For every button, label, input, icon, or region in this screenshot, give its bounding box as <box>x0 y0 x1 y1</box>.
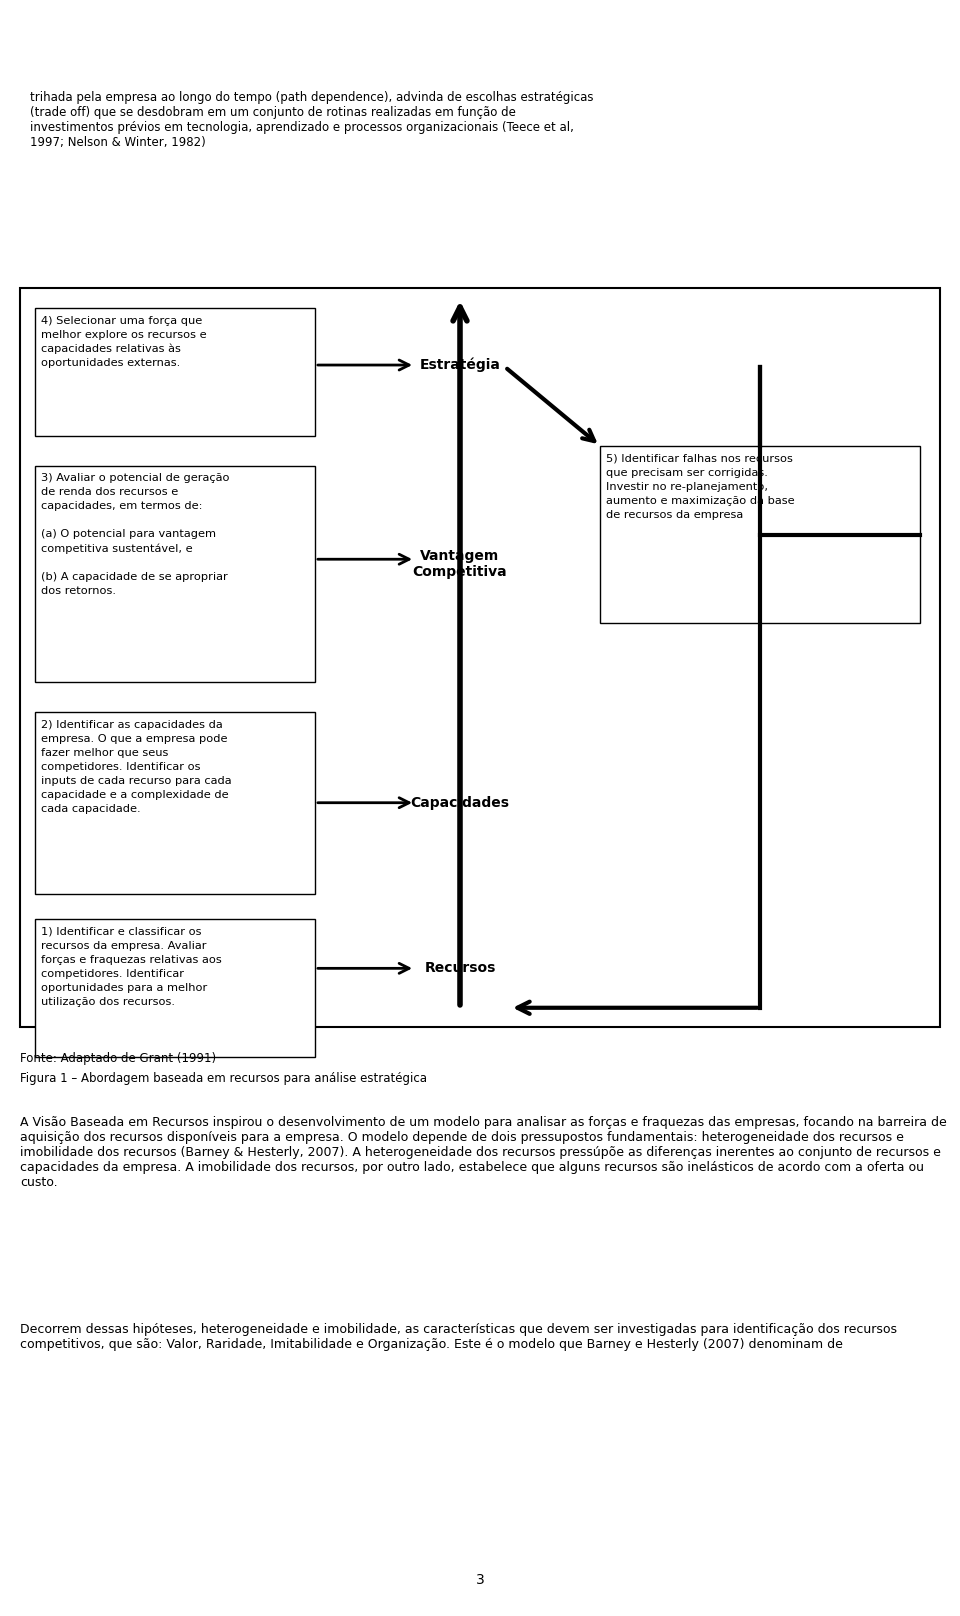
FancyBboxPatch shape <box>35 713 315 894</box>
Text: 4) Selecionar uma força que
melhor explore os recursos e
capacidades relativas à: 4) Selecionar uma força que melhor explo… <box>41 315 206 368</box>
Text: Vantagem
Competitiva: Vantagem Competitiva <box>413 549 507 579</box>
Text: ANPAD: ANPAD <box>5 18 11 44</box>
Text: Recursos: Recursos <box>424 962 495 976</box>
Text: 5) Identificar falhas nos recursos
que precisam ser corrigidas.
Investir no re-p: 5) Identificar falhas nos recursos que p… <box>606 454 795 520</box>
Text: Estratégia: Estratégia <box>420 357 500 372</box>
Text: Capacidades: Capacidades <box>411 795 510 810</box>
FancyBboxPatch shape <box>600 446 920 624</box>
Text: 1) Identificar e classificar os
recursos da empresa. Avaliar
forças e fraquezas : 1) Identificar e classificar os recursos… <box>41 928 222 1007</box>
Text: trihada pela empresa ao longo do tempo (path dependence), advinda de escolhas es: trihada pela empresa ao longo do tempo (… <box>30 90 593 149</box>
Text: Recife / PE - 21 a 23 de junho de 2009: Recife / PE - 21 a 23 de junho de 2009 <box>655 24 920 37</box>
Text: 2) Identificar as capacidades da
empresa. O que a empresa pode
fazer melhor que : 2) Identificar as capacidades da empresa… <box>41 719 231 814</box>
Text: Figura 1 – Abordagem baseada em recursos para análise estratégica: Figura 1 – Abordagem baseada em recursos… <box>20 1071 427 1084</box>
FancyBboxPatch shape <box>35 465 315 682</box>
FancyBboxPatch shape <box>35 309 315 436</box>
Text: 3E: 3E <box>58 13 102 44</box>
Text: IV Encontro de Estudos em Estratégia: IV Encontro de Estudos em Estratégia <box>157 21 572 40</box>
Text: 3) Avaliar o potencial de geração
de renda dos recursos e
capacidades, em termos: 3) Avaliar o potencial de geração de ren… <box>41 473 229 596</box>
Text: 3: 3 <box>475 1572 485 1587</box>
FancyBboxPatch shape <box>20 288 940 1028</box>
Text: A Visão Baseada em Recursos inspirou o desenvolvimento de um modelo para analisa: A Visão Baseada em Recursos inspirou o d… <box>20 1117 947 1189</box>
Text: Decorrem dessas hipóteses, heterogeneidade e imobilidade, as características que: Decorrem dessas hipóteses, heterogeneida… <box>20 1324 897 1351</box>
FancyBboxPatch shape <box>35 920 315 1057</box>
Text: Fonte: Adaptado de Grant (1991): Fonte: Adaptado de Grant (1991) <box>20 1052 216 1065</box>
